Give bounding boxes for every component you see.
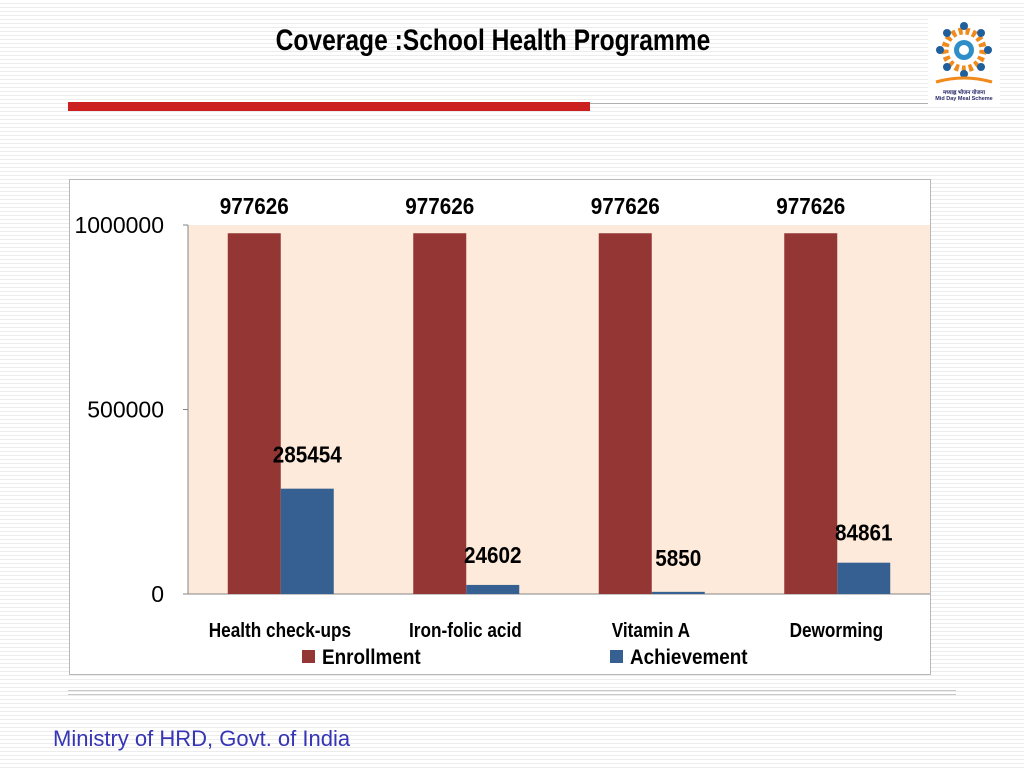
bar-chart: 0 500000 1000000 977626 285454 Health check-u…: [74, 193, 930, 669]
chart-frame: 0 500000 1000000 977626 285454 Health check-u…: [69, 179, 931, 675]
data-label-enrollment: 977626: [220, 193, 289, 219]
footer-divider-bottom: [68, 694, 956, 695]
bar-enrollment: [784, 233, 838, 594]
footer-divider-top: [68, 690, 956, 691]
title-divider: [590, 103, 930, 104]
bar-enrollment: [598, 233, 652, 594]
y-tick-label: 0: [151, 581, 164, 607]
x-tick-label: Health check-ups: [209, 619, 351, 642]
bar-enrollment: [227, 233, 281, 594]
y-tick-label: 500000: [87, 397, 164, 423]
logo-text-hindi: मध्याह्न भोजन योजना: [942, 90, 986, 96]
data-label-achievement: 84861: [835, 520, 893, 546]
bar-achievement: [280, 488, 334, 594]
logo-text-english: Mid Day Meal Scheme: [935, 96, 993, 102]
bar-achievement: [651, 591, 705, 594]
legend-swatch-enrollment: [302, 650, 315, 663]
legend-label-achievement: Achievement: [630, 646, 748, 669]
footer-text: Ministry of HRD, Govt. of India: [53, 726, 351, 751]
data-label-achievement: 285454: [273, 442, 343, 468]
bar-achievement: [466, 584, 520, 594]
x-tick-label: Deworming: [790, 619, 884, 642]
logo: मध्याह्न भोजन योजना Mid Day Meal Scheme: [928, 18, 1000, 106]
legend-label-enrollment: Enrollment: [322, 646, 421, 669]
data-label-enrollment: 977626: [776, 193, 845, 219]
data-label-achievement: 24602: [464, 542, 522, 568]
data-label-achievement: 5850: [655, 545, 701, 571]
x-tick-label: Iron-folic acid: [409, 619, 522, 642]
slide-title: Coverage :School Health Programme: [275, 24, 711, 57]
x-tick-label: Vitamin A: [612, 619, 690, 642]
bar-achievement: [837, 562, 891, 594]
data-label-enrollment: 977626: [405, 193, 474, 219]
data-label-enrollment: 977626: [591, 193, 660, 219]
legend-swatch-achievement: [610, 650, 623, 663]
mid-day-meal-logo-icon: [935, 22, 993, 84]
y-tick-label: 1000000: [74, 212, 164, 238]
accent-bar: [68, 102, 590, 111]
bar-enrollment: [413, 233, 467, 594]
